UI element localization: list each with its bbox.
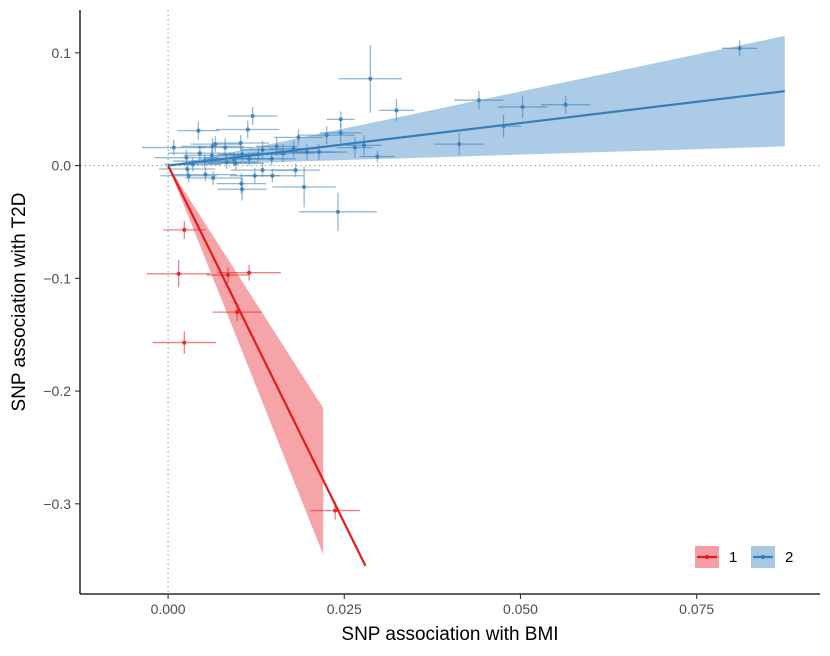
fit-lines <box>167 90 785 567</box>
confidence-band-1 <box>168 165 324 555</box>
data-point <box>338 130 343 135</box>
fit-line-2 <box>167 90 785 167</box>
data-point <box>239 152 245 157</box>
data-point <box>224 160 229 165</box>
y-axis-title: SNP association with T2D <box>9 193 30 412</box>
data-point <box>196 128 201 133</box>
legend-key-point <box>704 554 710 560</box>
data-point <box>520 104 525 110</box>
data-point <box>737 46 742 51</box>
data-point <box>316 149 322 155</box>
data-point <box>324 133 329 138</box>
data-point <box>176 271 181 276</box>
x-tick-label: 0.000 <box>151 601 186 617</box>
data-point <box>209 153 214 158</box>
data-point <box>239 187 245 192</box>
legend-label: 1 <box>729 549 737 566</box>
data-point <box>184 155 189 160</box>
data-point <box>190 162 195 167</box>
data-point <box>223 145 228 150</box>
data-point <box>296 135 301 140</box>
data-point <box>225 272 231 278</box>
data-point <box>476 98 481 103</box>
x-ticks: 0.000 0.025 0.050 0.075 <box>151 594 714 617</box>
data-point <box>274 144 279 149</box>
data-point <box>182 227 187 232</box>
data-point <box>361 143 367 148</box>
legend-key-point <box>760 554 766 560</box>
x-tick-label: 0.050 <box>503 601 538 617</box>
data-point <box>304 149 310 155</box>
data-point <box>501 124 506 129</box>
data-point <box>260 147 265 152</box>
x-axis-title: SNP association with BMI <box>341 624 558 645</box>
data-point <box>182 340 187 345</box>
data-point <box>269 156 274 161</box>
legend-label: 2 <box>785 549 793 566</box>
y-tick-label: 0.1 <box>52 45 72 61</box>
fit-line-1 <box>167 165 367 567</box>
data-point <box>280 151 286 156</box>
x-tick-label: 0.025 <box>327 601 362 617</box>
data-point <box>213 142 218 147</box>
data-point <box>338 117 343 122</box>
y-tick-label: 0.0 <box>52 158 72 174</box>
x-tick-label: 0.075 <box>679 601 714 617</box>
data-point <box>238 140 243 146</box>
data-point <box>231 156 236 161</box>
data-point <box>333 508 338 513</box>
y-tick-label: −0.2 <box>43 383 71 399</box>
data-point <box>171 145 176 150</box>
data-point <box>239 181 244 186</box>
data-point <box>186 173 191 178</box>
data-point <box>202 158 207 164</box>
data-point <box>233 161 238 166</box>
data-point <box>293 167 298 173</box>
data-point <box>211 175 216 181</box>
data-point <box>563 102 568 107</box>
data-point <box>335 209 341 214</box>
data-point <box>270 173 275 178</box>
data-point <box>250 113 255 119</box>
reference-lines <box>80 10 820 594</box>
data-point <box>185 166 190 172</box>
y-tick-label: −0.3 <box>43 496 71 512</box>
data-point <box>203 172 208 177</box>
data-point <box>210 144 215 149</box>
data-point <box>197 151 202 156</box>
data-point <box>245 127 250 132</box>
data-point <box>256 152 261 157</box>
data-point <box>252 173 257 178</box>
data-point <box>375 154 380 159</box>
data-point <box>247 156 252 161</box>
data-point <box>368 76 373 81</box>
data-point <box>235 310 240 315</box>
data-point <box>260 167 265 173</box>
y-ticks: 0.1 0.0 −0.1 −0.2 −0.3 <box>43 45 80 512</box>
data-points <box>171 46 742 513</box>
y-tick-label: −0.1 <box>43 270 71 286</box>
data-point <box>291 146 296 151</box>
data-point <box>302 184 307 190</box>
data-point <box>394 108 399 113</box>
data-point <box>457 142 462 147</box>
data-point <box>352 145 357 150</box>
data-point <box>247 270 252 275</box>
